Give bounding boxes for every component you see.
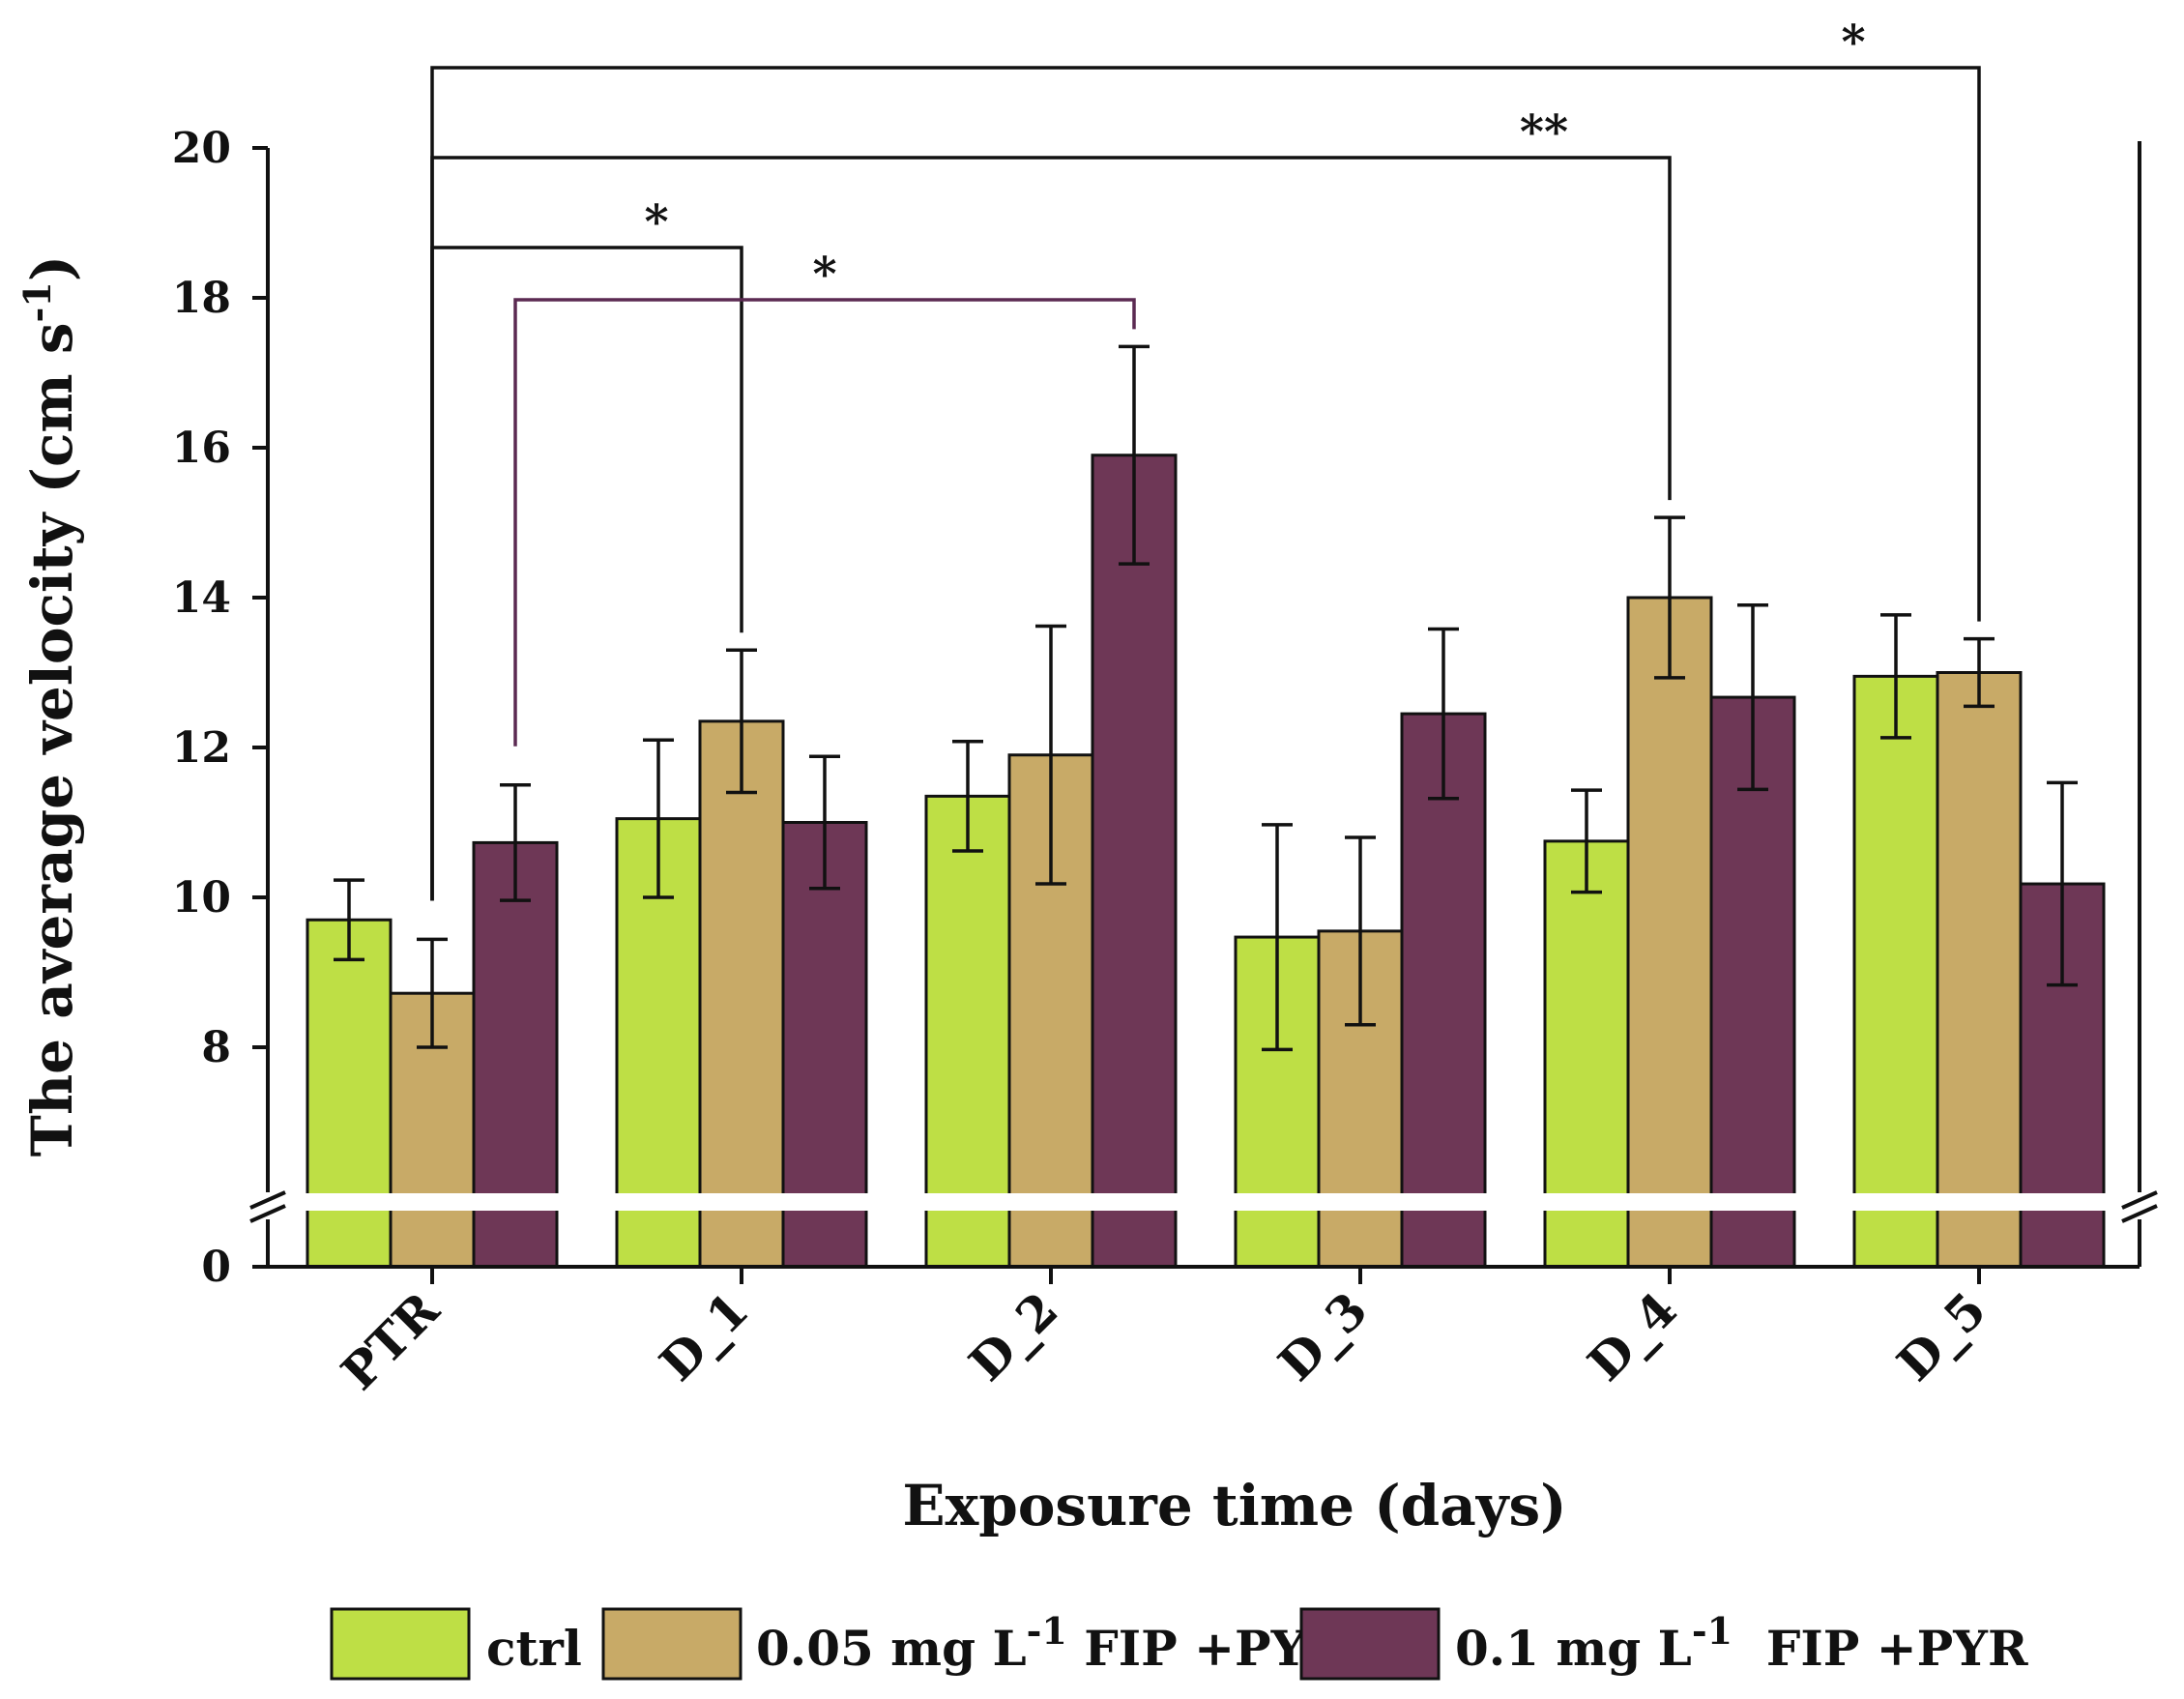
bar-D_4-series-1 bbox=[1626, 596, 1713, 1269]
y-tick-label-0: 0 bbox=[201, 1243, 231, 1292]
error-bar-D_1-series-0 bbox=[643, 738, 674, 899]
y-tick-label-20: 20 bbox=[172, 124, 231, 173]
bar-D_2-series-2 bbox=[1091, 454, 1178, 1269]
bars-layer bbox=[306, 454, 2106, 1269]
y-axis-title-main: The average velocity (cm s bbox=[19, 322, 85, 1157]
legend-label-0.1-sup: -1 bbox=[1692, 1609, 1733, 1653]
x-tick-label-D_2: D_2 bbox=[958, 1281, 1069, 1392]
error-bar-D_4-series-0 bbox=[1571, 788, 1602, 894]
legend-label-0.1-main: 0.1 mg L bbox=[1455, 1620, 1692, 1677]
y-tick-label-18: 18 bbox=[172, 274, 231, 323]
error-bar-D_4-series-2 bbox=[1737, 603, 1768, 792]
y-axis-title: The average velocity (cm s-1) bbox=[15, 255, 85, 1157]
legend-label-0.05: 0.05 mg L-1 FIP +PYR bbox=[756, 1609, 1346, 1677]
error-bar-D_1-series-1 bbox=[726, 648, 757, 795]
y-tick-label-16: 16 bbox=[172, 424, 231, 473]
y-axis-title-sup: -1 bbox=[15, 281, 59, 322]
y-axis-title-close: ) bbox=[19, 255, 85, 281]
x-tick-label-D_1: D_1 bbox=[649, 1281, 760, 1392]
x-axis-title: Exposure time (days) bbox=[902, 1473, 1566, 1538]
error-bar-D_1-series-2 bbox=[809, 754, 840, 891]
axis-break bbox=[239, 1190, 2169, 1223]
bar-D_2-series-0 bbox=[924, 794, 1011, 1269]
axis-break-slash bbox=[249, 1204, 286, 1223]
error-bar-D_3-series-1 bbox=[1345, 835, 1376, 1027]
x-tick-label-D_5: D_5 bbox=[1886, 1281, 1997, 1392]
error-bar-D_5-series-1 bbox=[1964, 636, 1995, 709]
legend-swatch-0.05 bbox=[601, 1607, 743, 1681]
bar-D_1-series-1 bbox=[698, 719, 785, 1269]
error-bar-D_4-series-1 bbox=[1654, 515, 1685, 680]
x-tick-label-D_3: D_3 bbox=[1267, 1281, 1379, 1392]
error-bar-PTR-series-0 bbox=[334, 878, 364, 962]
legend: ctrl 0.05 mg L-1 FIP +PYR 0.1 mg L-1 FIP… bbox=[330, 1607, 2028, 1681]
bar-PTR-series-0 bbox=[306, 918, 393, 1269]
y-tick-label-12: 12 bbox=[172, 723, 231, 773]
significance-label-3: * bbox=[1841, 15, 1865, 70]
axis-break-slash bbox=[249, 1190, 286, 1210]
error-bar-PTR-series-2 bbox=[500, 783, 531, 902]
bar-D_4-series-2 bbox=[1709, 695, 1796, 1269]
y-tick-label-10: 10 bbox=[172, 873, 231, 923]
legend-label-0.05-rest: FIP +PYR bbox=[1067, 1620, 1346, 1677]
significance-label-0: * bbox=[644, 195, 668, 249]
bar-D_5-series-1 bbox=[1936, 671, 2023, 1269]
axis-break-slash bbox=[2121, 1204, 2158, 1223]
axis-break-slash bbox=[2121, 1190, 2158, 1210]
error-bars bbox=[334, 344, 2078, 1052]
legend-label-0.05-sup: -1 bbox=[1027, 1609, 1067, 1653]
legend-swatch-ctrl bbox=[330, 1607, 471, 1681]
error-bar-D_2-series-1 bbox=[1035, 624, 1066, 886]
y-tick-label-14: 14 bbox=[172, 573, 231, 623]
legend-label-0.05-main: 0.05 mg L bbox=[756, 1620, 1027, 1677]
significance-brackets: ***** bbox=[430, 15, 1981, 901]
significance-bracket-1: * bbox=[513, 248, 1136, 747]
y-tick-label-8: 8 bbox=[201, 1023, 231, 1072]
error-bar-D_3-series-0 bbox=[1262, 823, 1293, 1052]
legend-label-ctrl: ctrl bbox=[486, 1620, 582, 1677]
legend-swatch-0.1 bbox=[1299, 1607, 1441, 1681]
axis-break-band bbox=[239, 1193, 2169, 1211]
error-bar-PTR-series-1 bbox=[417, 937, 448, 1049]
error-bar-D_5-series-0 bbox=[1880, 613, 1911, 740]
error-bar-D_3-series-2 bbox=[1428, 627, 1459, 801]
error-bar-D_5-series-2 bbox=[2047, 780, 2078, 987]
significance-bracket-3: * bbox=[430, 15, 1981, 901]
bar-D_5-series-0 bbox=[1852, 674, 1939, 1269]
legend-label-0.1-rest: FIP +PYR bbox=[1733, 1620, 2028, 1677]
x-tick-label-D_4: D_4 bbox=[1577, 1281, 1688, 1392]
x-tick-label-PTR: PTR bbox=[330, 1280, 450, 1400]
significance-label-1: * bbox=[812, 248, 836, 302]
legend-label-0.1: 0.1 mg L-1 FIP +PYR bbox=[1455, 1609, 2028, 1677]
bar-D_3-series-2 bbox=[1400, 712, 1487, 1269]
error-bar-D_2-series-0 bbox=[952, 740, 983, 853]
significance-label-2: ** bbox=[1520, 105, 1568, 160]
error-bar-D_2-series-2 bbox=[1119, 344, 1150, 566]
